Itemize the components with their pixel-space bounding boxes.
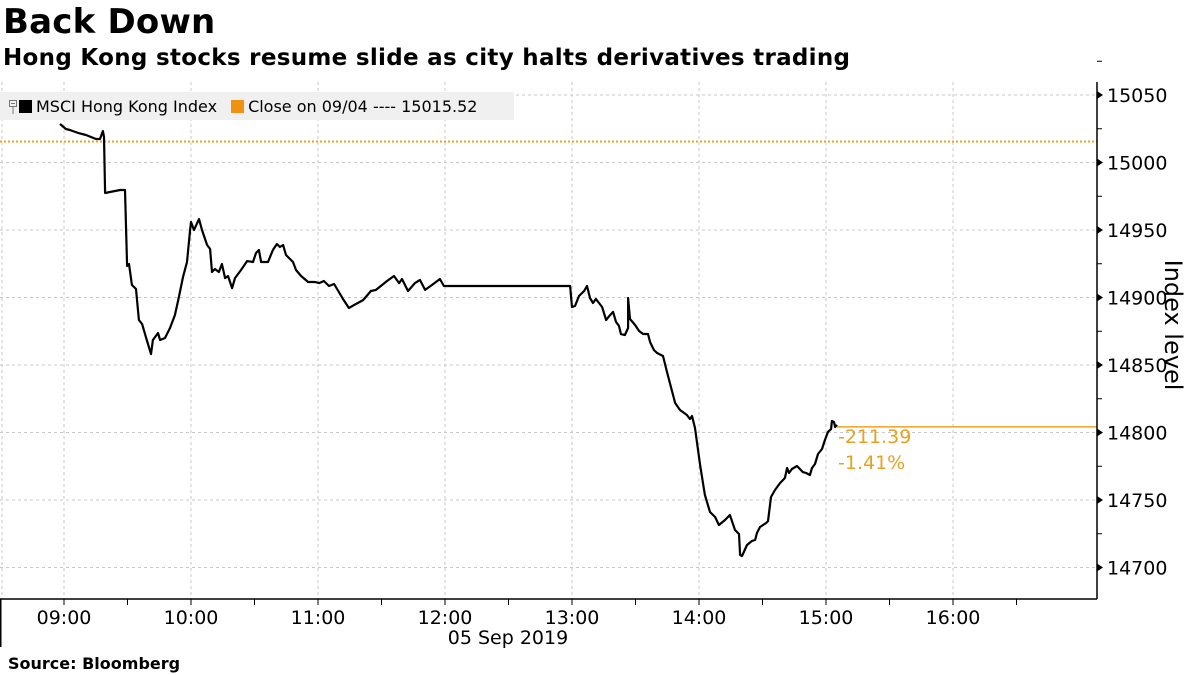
gridlines: [0, 82, 1097, 599]
y-tick-marker: [1097, 361, 1103, 369]
change-annotation: -211.39: [838, 426, 912, 448]
legend: MSCI Hong Kong Index Close on 09/04 ----…: [0, 92, 514, 120]
axes: 15050 15000 14950 14900 14850 14800 14750 14700…: [0, 60, 1167, 649]
x-tick-label: 09:00: [37, 607, 92, 629]
legend-swatch-orange: [231, 99, 245, 113]
y-tick-label: 14700: [1107, 558, 1167, 580]
y-tick-label: 14850: [1107, 355, 1167, 377]
msci-hong-kong-index-line: [59, 123, 838, 558]
legend-collapse-icon[interactable]: [9, 99, 17, 114]
x-tick-label: 16:00: [926, 607, 981, 629]
x-axis-date-label: 05 Sep 2019: [448, 627, 568, 649]
y-tick-label: 14900: [1107, 288, 1167, 310]
chart-subtitle: Hong Kong stocks resume slide as city ha…: [3, 45, 851, 71]
x-tick-label: 12:00: [418, 607, 473, 629]
x-tick-label: 14:00: [672, 607, 727, 629]
y-tick-label: 14800: [1107, 423, 1167, 445]
y-tick-marker: [1097, 428, 1103, 437]
y-tick-marker: [1097, 496, 1103, 504]
y-tick-marker: [1097, 293, 1103, 302]
chart-title: Back Down: [3, 2, 216, 42]
legend-item-index: MSCI Hong Kong Index: [19, 97, 217, 116]
y-tick-marker: [1097, 91, 1103, 99]
legend-item-close: Close on 09/04 ---- 15015.52: [231, 97, 477, 116]
y-tick-marker: [1097, 563, 1103, 572]
source-note: Source: Bloomberg: [8, 654, 181, 673]
legend-swatch-black: [19, 99, 32, 113]
change-pct-annotation: -1.41%: [838, 452, 906, 474]
y-tick-marker: [1097, 226, 1103, 234]
x-tick-label: 13:00: [545, 607, 600, 629]
y-tick-label: 15050: [1107, 85, 1167, 107]
x-tick-label: 15:00: [799, 607, 854, 629]
x-tick-label: 11:00: [291, 607, 346, 629]
y-tick-marker: [1097, 158, 1103, 167]
y-axis-label: Index level: [1159, 259, 1187, 391]
legend-label: MSCI Hong Kong Index: [36, 96, 218, 116]
y-tick-label: 15000: [1107, 153, 1167, 175]
x-tick-label: 10:00: [164, 607, 219, 629]
legend-label: Close on 09/04 ---- 15015.52: [248, 96, 478, 116]
y-tick-label: 14750: [1107, 490, 1167, 512]
y-tick-label: 14950: [1107, 220, 1167, 242]
